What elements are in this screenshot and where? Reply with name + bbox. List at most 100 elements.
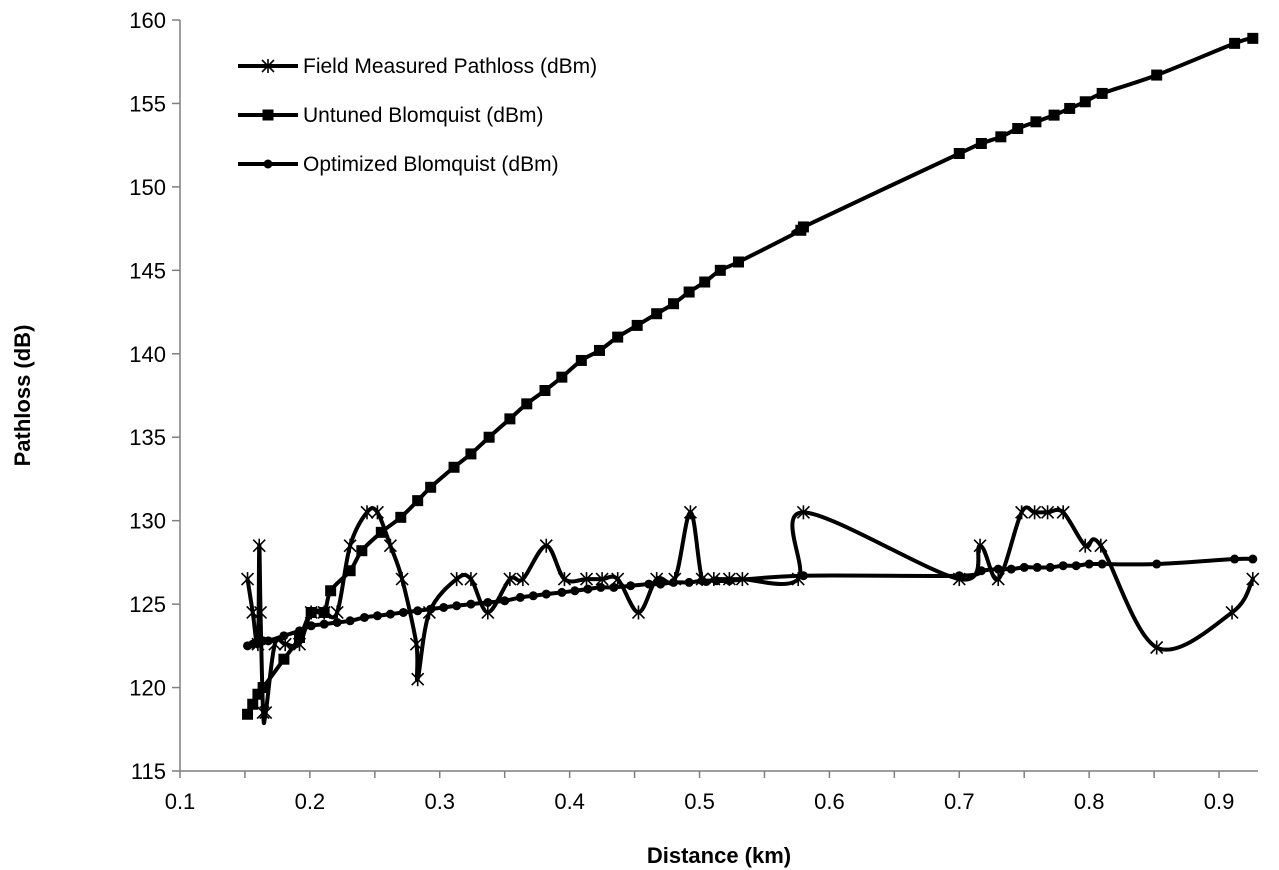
untuned-blomquist-point [575,354,587,366]
untuned-blomquist-point [344,565,356,577]
untuned-blomquist-point [278,653,290,665]
optimized-blomquist-point [1019,562,1029,572]
optimized-blomquist-point [306,621,316,631]
untuned-blomquist-point [465,448,477,460]
untuned-blomquist-point [242,708,254,720]
untuned-blomquist-point [412,495,424,507]
optimized-blomquist-point [345,616,355,626]
field-measured-point [991,572,1005,587]
untuned-blomquist-point [1064,102,1076,114]
field-measured-point [259,705,273,720]
optimized-blomquist-point [596,582,606,592]
optimized-blomquist-point [372,611,382,621]
field-measured-point [1015,505,1029,520]
y-tick-label: 130 [129,509,166,534]
optimized-blomquist-point [557,587,567,597]
x-tick-label: 0.8 [1074,789,1105,814]
legend-item: Untuned Blomquist (dBm) [238,104,543,127]
optimized-blomquist-point [385,609,395,619]
untuned-blomquist-point [651,308,663,320]
untuned-blomquist-point [293,631,305,643]
optimized-blomquist-point [798,571,808,581]
legend-marker [262,109,274,121]
field-measured-point [1225,605,1239,620]
field-measured-point [539,538,553,553]
field-measured-point [450,572,464,587]
untuned-blomquist-point [483,431,495,443]
x-tick-label: 0.1 [165,789,196,814]
untuned-blomquist-point [247,698,259,710]
optimized-blomquist-point [711,576,721,586]
field-measured-point [481,605,495,620]
optimized-blomquist-point [263,636,273,646]
untuned-blomquist-point [631,319,643,331]
untuned-blomquist-point [425,481,437,493]
legend-marker [261,59,275,73]
optimized-blomquist-point [976,566,986,576]
field-measured-point [503,572,517,587]
optimized-blomquist-point [993,564,1003,574]
field-measured-point [330,605,344,620]
optimized-blomquist-point [1058,561,1068,571]
untuned-blomquist-point [318,606,330,618]
series-line [245,505,1255,726]
y-axis-title: Pathloss (dB) [10,325,35,467]
field-measured-point [1056,505,1070,520]
y-tick-label: 145 [129,258,166,283]
y-tick-label: 135 [129,425,166,450]
untuned-blomquist-point [797,221,809,233]
series-2 [243,554,1258,651]
untuned-blomquist-point [504,413,516,425]
optimized-blomquist-point [724,576,734,586]
optimized-blomquist-point [1006,564,1016,574]
field-measured-point [1246,572,1260,587]
field-measured-point [409,637,423,652]
optimized-blomquist-point [626,581,636,591]
untuned-blomquist-point [612,331,624,343]
x-tick-label: 0.3 [424,789,455,814]
optimized-blomquist-point [413,606,423,616]
optimized-blomquist-point [583,584,593,594]
x-axis-ticks: 0.1 0.2 0.3 0.4 0.5 0.6 0.7 0.8 0.9 [165,771,1235,814]
x-tick-label: 0.4 [554,789,585,814]
x-tick-label: 0.9 [1204,789,1235,814]
series-1 [242,32,1259,720]
x-tick-label: 0.2 [295,789,326,814]
untuned-blomquist-point [325,585,337,597]
field-measured-point [360,505,374,520]
field-measured-point [516,572,530,587]
untuned-blomquist-point [732,256,744,268]
untuned-blomquist-point [975,137,987,149]
untuned-blomquist-point [1012,122,1024,134]
y-tick-label: 125 [129,592,166,617]
legend-item: Field Measured Pathloss (dBm) [238,55,597,78]
untuned-blomquist-point [395,511,407,523]
optimized-blomquist-point [466,599,476,609]
legend-label: Field Measured Pathloss (dBm) [303,55,597,78]
optimized-blomquist-point [439,602,449,612]
optimized-blomquist-point [426,604,436,614]
optimized-blomquist-point [1032,562,1042,572]
field-measured-point [411,672,425,687]
optimized-blomquist-point [697,576,707,586]
untuned-blomquist-point [699,276,711,288]
field-measured-point [343,538,357,553]
optimized-blomquist-point [332,617,342,627]
optimized-blomquist-point [684,577,694,587]
optimized-blomquist-point [1097,559,1107,569]
untuned-blomquist-point [1247,32,1259,44]
optimized-blomquist-point [452,601,462,611]
optimized-blomquist-point [528,591,538,601]
untuned-blomquist-point [1048,109,1060,121]
untuned-blomquist-point [1030,116,1042,128]
untuned-blomquist-point [356,545,368,557]
untuned-blomquist-point [257,682,269,694]
legend-marker [263,159,273,169]
optimized-blomquist-point [1045,562,1055,572]
optimized-blomquist-point [483,597,493,607]
y-tick-label: 160 [129,8,166,33]
optimized-blomquist-point [1230,554,1240,564]
optimized-blomquist-point [570,586,580,596]
field-measured-point [256,705,270,720]
